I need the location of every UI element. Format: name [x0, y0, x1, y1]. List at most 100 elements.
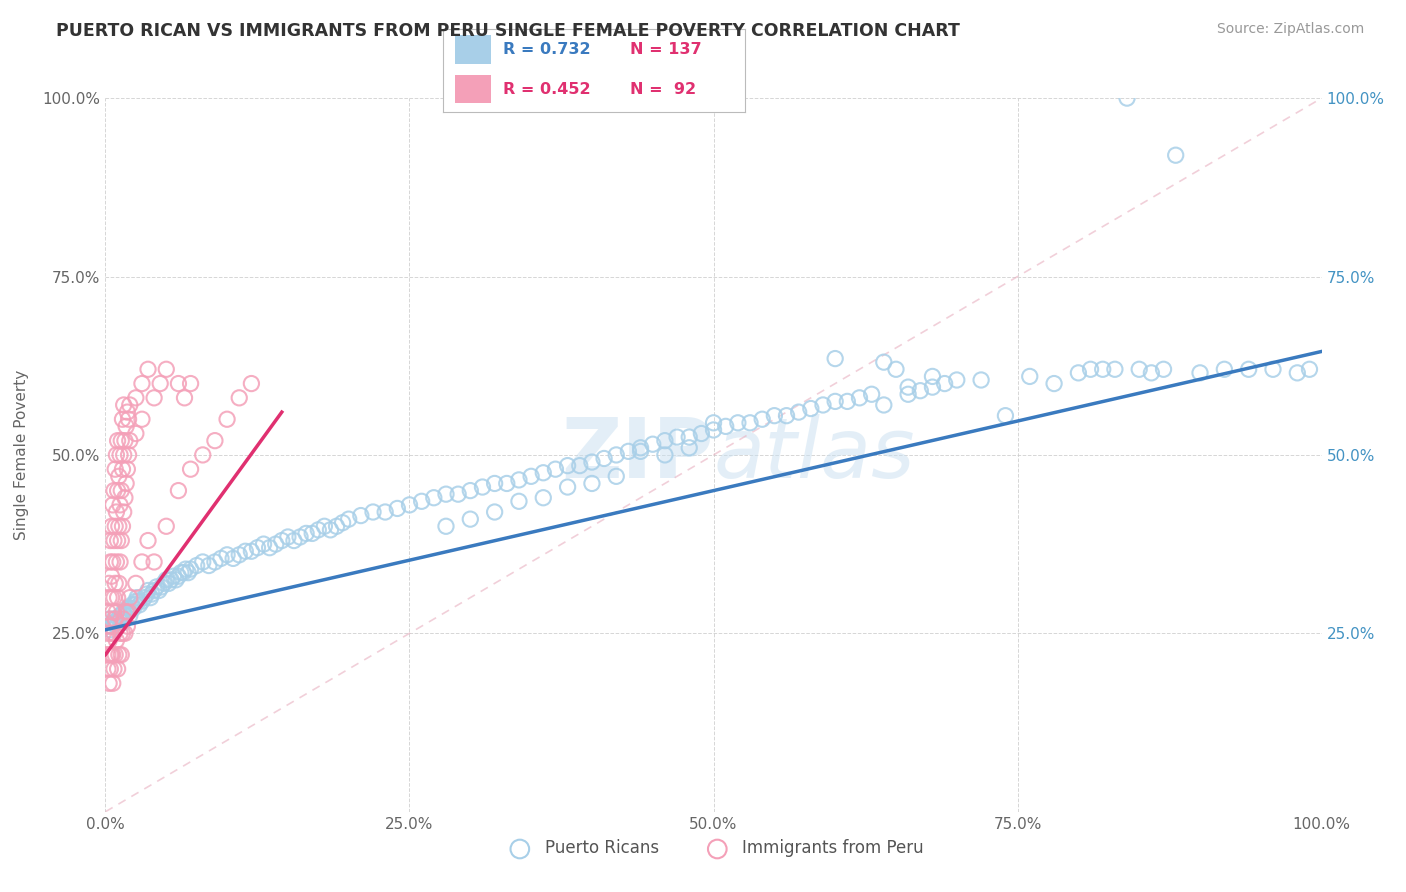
Point: [860, 387, 883, 401]
Point: [112, 612, 135, 626]
Point: [654, 434, 676, 448]
Point: [104, 615, 127, 630]
Point: [100, 619, 122, 633]
Point: [105, 555, 128, 569]
Point: [118, 608, 141, 623]
Point: [104, 462, 127, 476]
Point: [751, 412, 773, 426]
Point: [1067, 366, 1090, 380]
Point: [702, 416, 725, 430]
Text: PUERTO RICAN VS IMMIGRANTS FROM PERU SINGLE FEMALE POVERTY CORRELATION CHART: PUERTO RICAN VS IMMIGRANTS FROM PERU SIN…: [56, 22, 960, 40]
Point: [101, 555, 124, 569]
Point: [98, 662, 121, 676]
Point: [136, 533, 159, 548]
Point: [361, 505, 384, 519]
Point: [811, 398, 834, 412]
Point: [153, 576, 176, 591]
Point: [301, 526, 323, 541]
Point: [105, 448, 128, 462]
Point: [970, 373, 993, 387]
Point: [259, 541, 281, 555]
Point: [1261, 362, 1284, 376]
Point: [100, 591, 122, 605]
Point: [145, 580, 167, 594]
Point: [100, 519, 122, 533]
Point: [131, 376, 153, 391]
Point: [763, 409, 786, 423]
Point: [217, 548, 239, 562]
Point: [114, 626, 136, 640]
Point: [110, 483, 132, 498]
Point: [180, 376, 202, 391]
Point: [108, 498, 131, 512]
Point: [110, 612, 132, 626]
Point: [110, 533, 132, 548]
Point: [98, 612, 121, 626]
Point: [107, 483, 129, 498]
Point: [114, 608, 136, 623]
Point: [295, 526, 318, 541]
Point: [1091, 362, 1114, 376]
Point: [136, 583, 159, 598]
Point: [148, 583, 170, 598]
Point: [97, 605, 120, 619]
Point: [98, 676, 121, 690]
Point: [108, 576, 131, 591]
Point: [115, 476, 138, 491]
Point: [484, 505, 506, 519]
Point: [98, 533, 121, 548]
Point: [105, 505, 128, 519]
Text: N =  92: N = 92: [630, 82, 696, 97]
Point: [104, 648, 127, 662]
Point: [531, 491, 554, 505]
Point: [374, 505, 396, 519]
Point: [1140, 366, 1163, 380]
Point: [107, 434, 129, 448]
Point: [108, 612, 131, 626]
Point: [112, 448, 135, 462]
Point: [155, 362, 177, 376]
Point: [97, 619, 120, 633]
Point: [155, 519, 177, 533]
Point: [98, 623, 121, 637]
Point: [167, 483, 190, 498]
Point: [111, 462, 134, 476]
Point: [1164, 148, 1187, 162]
Point: [714, 419, 737, 434]
Point: [246, 541, 269, 555]
Point: [97, 648, 120, 662]
Text: atlas: atlas: [713, 415, 915, 495]
Point: [118, 591, 141, 605]
Point: [174, 562, 197, 576]
Point: [114, 491, 136, 505]
Point: [172, 566, 194, 580]
Point: [98, 619, 121, 633]
Point: [630, 441, 652, 455]
Point: [605, 448, 627, 462]
Point: [434, 487, 457, 501]
Point: [180, 462, 202, 476]
Point: [110, 434, 132, 448]
Point: [108, 626, 131, 640]
Point: [98, 576, 121, 591]
Point: [101, 498, 124, 512]
Point: [117, 412, 139, 426]
Point: [508, 494, 530, 508]
Point: [641, 437, 664, 451]
Point: [97, 626, 120, 640]
Point: [108, 448, 131, 462]
Point: [112, 505, 135, 519]
Point: [100, 626, 122, 640]
Point: [155, 573, 177, 587]
Point: [1080, 362, 1102, 376]
Point: [117, 619, 139, 633]
Point: [112, 398, 135, 412]
Point: [98, 648, 121, 662]
Point: [103, 591, 125, 605]
Point: [131, 412, 153, 426]
Bar: [456, 35, 491, 64]
Point: [125, 594, 148, 608]
Point: [605, 469, 627, 483]
Point: [107, 533, 129, 548]
Point: [112, 605, 135, 619]
